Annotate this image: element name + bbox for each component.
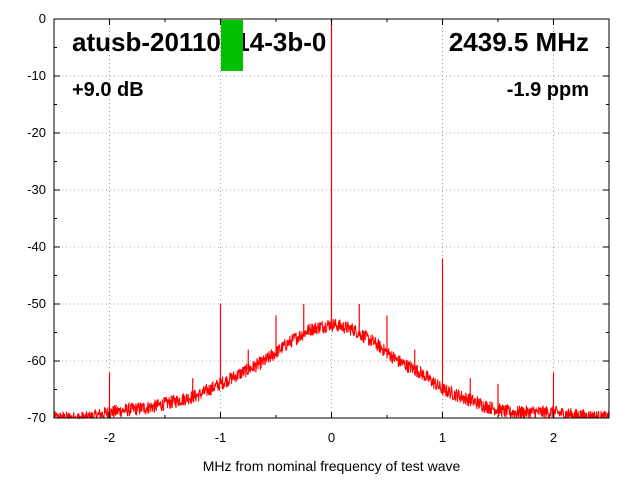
x-tick-label: -1 bbox=[215, 430, 227, 445]
x-tick-label: -2 bbox=[104, 430, 116, 445]
y-tick-label: -30 bbox=[27, 182, 46, 197]
x-tick-label: 2 bbox=[550, 430, 557, 445]
x-tick-label: 1 bbox=[439, 430, 446, 445]
y-tick-label: -70 bbox=[27, 410, 46, 425]
device-name-annotation: atusb-20110214-3b-0 bbox=[72, 27, 326, 57]
spur-peaks bbox=[108, 19, 555, 413]
axis-ticks bbox=[53, 18, 610, 419]
y-tick-label: -40 bbox=[27, 239, 46, 254]
x-tick-label: 0 bbox=[328, 430, 335, 445]
ppm-annotation: -1.9 ppm bbox=[507, 79, 589, 101]
y-tick-labels: 0 -10 -20 -30 -40 -50 -60 -70 bbox=[27, 11, 46, 425]
green-marker bbox=[221, 20, 243, 71]
x-axis-label: MHz from nominal frequency of test wave bbox=[203, 458, 461, 474]
y-tick-label: -20 bbox=[27, 125, 46, 140]
gain-annotation: +9.0 dB bbox=[72, 79, 144, 101]
y-tick-label: -10 bbox=[27, 68, 46, 83]
y-tick-label: -60 bbox=[27, 353, 46, 368]
x-tick-labels: -2 -1 0 1 2 bbox=[104, 430, 557, 445]
y-tick-label: -50 bbox=[27, 296, 46, 311]
frequency-annotation: 2439.5 MHz bbox=[449, 27, 589, 57]
y-tick-label: 0 bbox=[39, 11, 46, 26]
